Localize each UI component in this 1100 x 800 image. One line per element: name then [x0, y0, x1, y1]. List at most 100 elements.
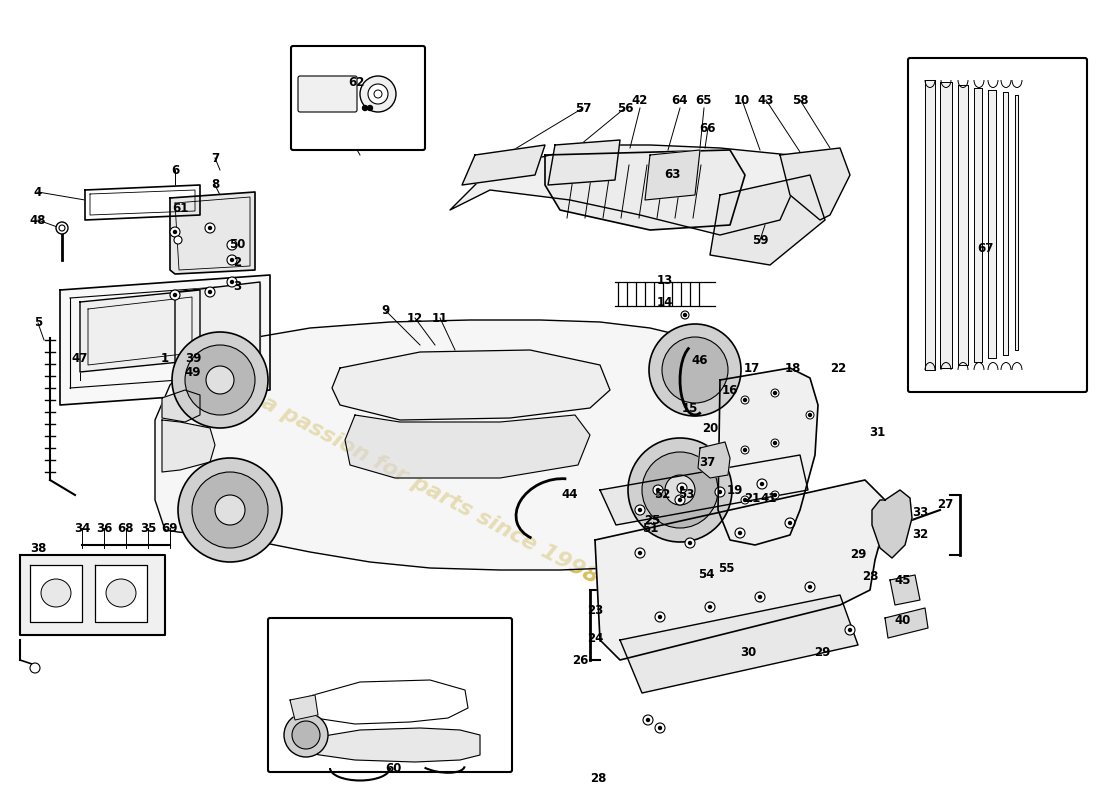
Text: 55: 55: [717, 562, 735, 574]
Polygon shape: [450, 145, 800, 235]
Polygon shape: [600, 455, 808, 525]
Circle shape: [231, 281, 233, 283]
Text: 29: 29: [814, 646, 830, 658]
Polygon shape: [940, 82, 952, 368]
Text: 40: 40: [894, 614, 911, 626]
Circle shape: [635, 505, 645, 515]
Circle shape: [227, 240, 236, 250]
Circle shape: [206, 366, 234, 394]
Text: 47: 47: [72, 351, 88, 365]
Text: 39: 39: [185, 351, 201, 365]
Circle shape: [205, 223, 214, 233]
Circle shape: [360, 76, 396, 112]
Text: 38: 38: [30, 542, 46, 554]
Circle shape: [56, 222, 68, 234]
Text: 20: 20: [702, 422, 718, 434]
Text: 13: 13: [657, 274, 673, 286]
Text: 17: 17: [744, 362, 760, 374]
Text: 9: 9: [381, 303, 389, 317]
Text: 54: 54: [697, 569, 714, 582]
Circle shape: [771, 491, 779, 499]
Text: 50: 50: [229, 238, 245, 251]
Polygon shape: [80, 290, 200, 372]
Circle shape: [628, 438, 732, 542]
Circle shape: [785, 518, 795, 528]
Circle shape: [705, 602, 715, 612]
Text: 14: 14: [657, 297, 673, 310]
Circle shape: [172, 332, 268, 428]
Circle shape: [30, 663, 40, 673]
Ellipse shape: [106, 579, 136, 607]
Polygon shape: [780, 148, 850, 220]
Circle shape: [292, 721, 320, 749]
Text: 53: 53: [678, 489, 694, 502]
Circle shape: [676, 483, 688, 493]
Polygon shape: [162, 390, 200, 422]
Circle shape: [367, 106, 373, 110]
Polygon shape: [958, 85, 968, 365]
Text: 69: 69: [162, 522, 178, 534]
Text: 29: 29: [850, 549, 866, 562]
Polygon shape: [290, 728, 480, 762]
Text: 28: 28: [590, 771, 606, 785]
Circle shape: [659, 615, 661, 618]
Polygon shape: [620, 595, 858, 693]
Circle shape: [735, 528, 745, 538]
Polygon shape: [710, 175, 825, 265]
Text: 46: 46: [692, 354, 708, 366]
Text: 16: 16: [722, 383, 738, 397]
Circle shape: [659, 726, 661, 730]
Text: 35: 35: [140, 522, 156, 534]
Circle shape: [205, 287, 214, 297]
Circle shape: [679, 498, 682, 502]
Text: 30: 30: [740, 646, 756, 658]
Circle shape: [170, 290, 180, 300]
Circle shape: [178, 458, 282, 562]
Circle shape: [681, 486, 683, 490]
Circle shape: [209, 226, 211, 230]
Circle shape: [681, 311, 689, 319]
Text: 32: 32: [912, 529, 928, 542]
Text: 33: 33: [912, 506, 928, 518]
Circle shape: [744, 498, 747, 502]
Polygon shape: [548, 140, 620, 185]
Polygon shape: [162, 420, 214, 472]
FancyBboxPatch shape: [908, 58, 1087, 392]
Circle shape: [642, 452, 718, 528]
Polygon shape: [310, 680, 468, 724]
Circle shape: [675, 495, 685, 505]
Circle shape: [689, 542, 692, 545]
Text: a passion for parts since 1998: a passion for parts since 1998: [258, 392, 602, 588]
Circle shape: [284, 713, 328, 757]
Polygon shape: [974, 88, 982, 362]
FancyBboxPatch shape: [268, 618, 512, 772]
Circle shape: [760, 482, 763, 486]
Circle shape: [654, 612, 666, 622]
Text: 34: 34: [74, 522, 90, 534]
Polygon shape: [20, 555, 165, 635]
Circle shape: [647, 718, 649, 722]
Text: 11: 11: [432, 311, 448, 325]
Circle shape: [666, 475, 695, 505]
Circle shape: [649, 324, 741, 416]
Polygon shape: [332, 350, 610, 420]
Polygon shape: [85, 185, 200, 220]
Circle shape: [738, 531, 741, 534]
Circle shape: [755, 592, 764, 602]
Text: 1: 1: [161, 351, 169, 365]
Text: 37: 37: [698, 455, 715, 469]
Circle shape: [635, 548, 645, 558]
Circle shape: [185, 345, 255, 415]
Text: 6: 6: [170, 163, 179, 177]
Circle shape: [715, 487, 725, 497]
Polygon shape: [1015, 95, 1018, 350]
Text: 66: 66: [700, 122, 716, 134]
Circle shape: [231, 258, 233, 262]
Circle shape: [654, 723, 666, 733]
Circle shape: [741, 446, 749, 454]
Circle shape: [227, 277, 236, 287]
Polygon shape: [60, 275, 270, 405]
Text: 56: 56: [617, 102, 634, 114]
Circle shape: [174, 230, 176, 234]
Text: 52: 52: [653, 489, 670, 502]
